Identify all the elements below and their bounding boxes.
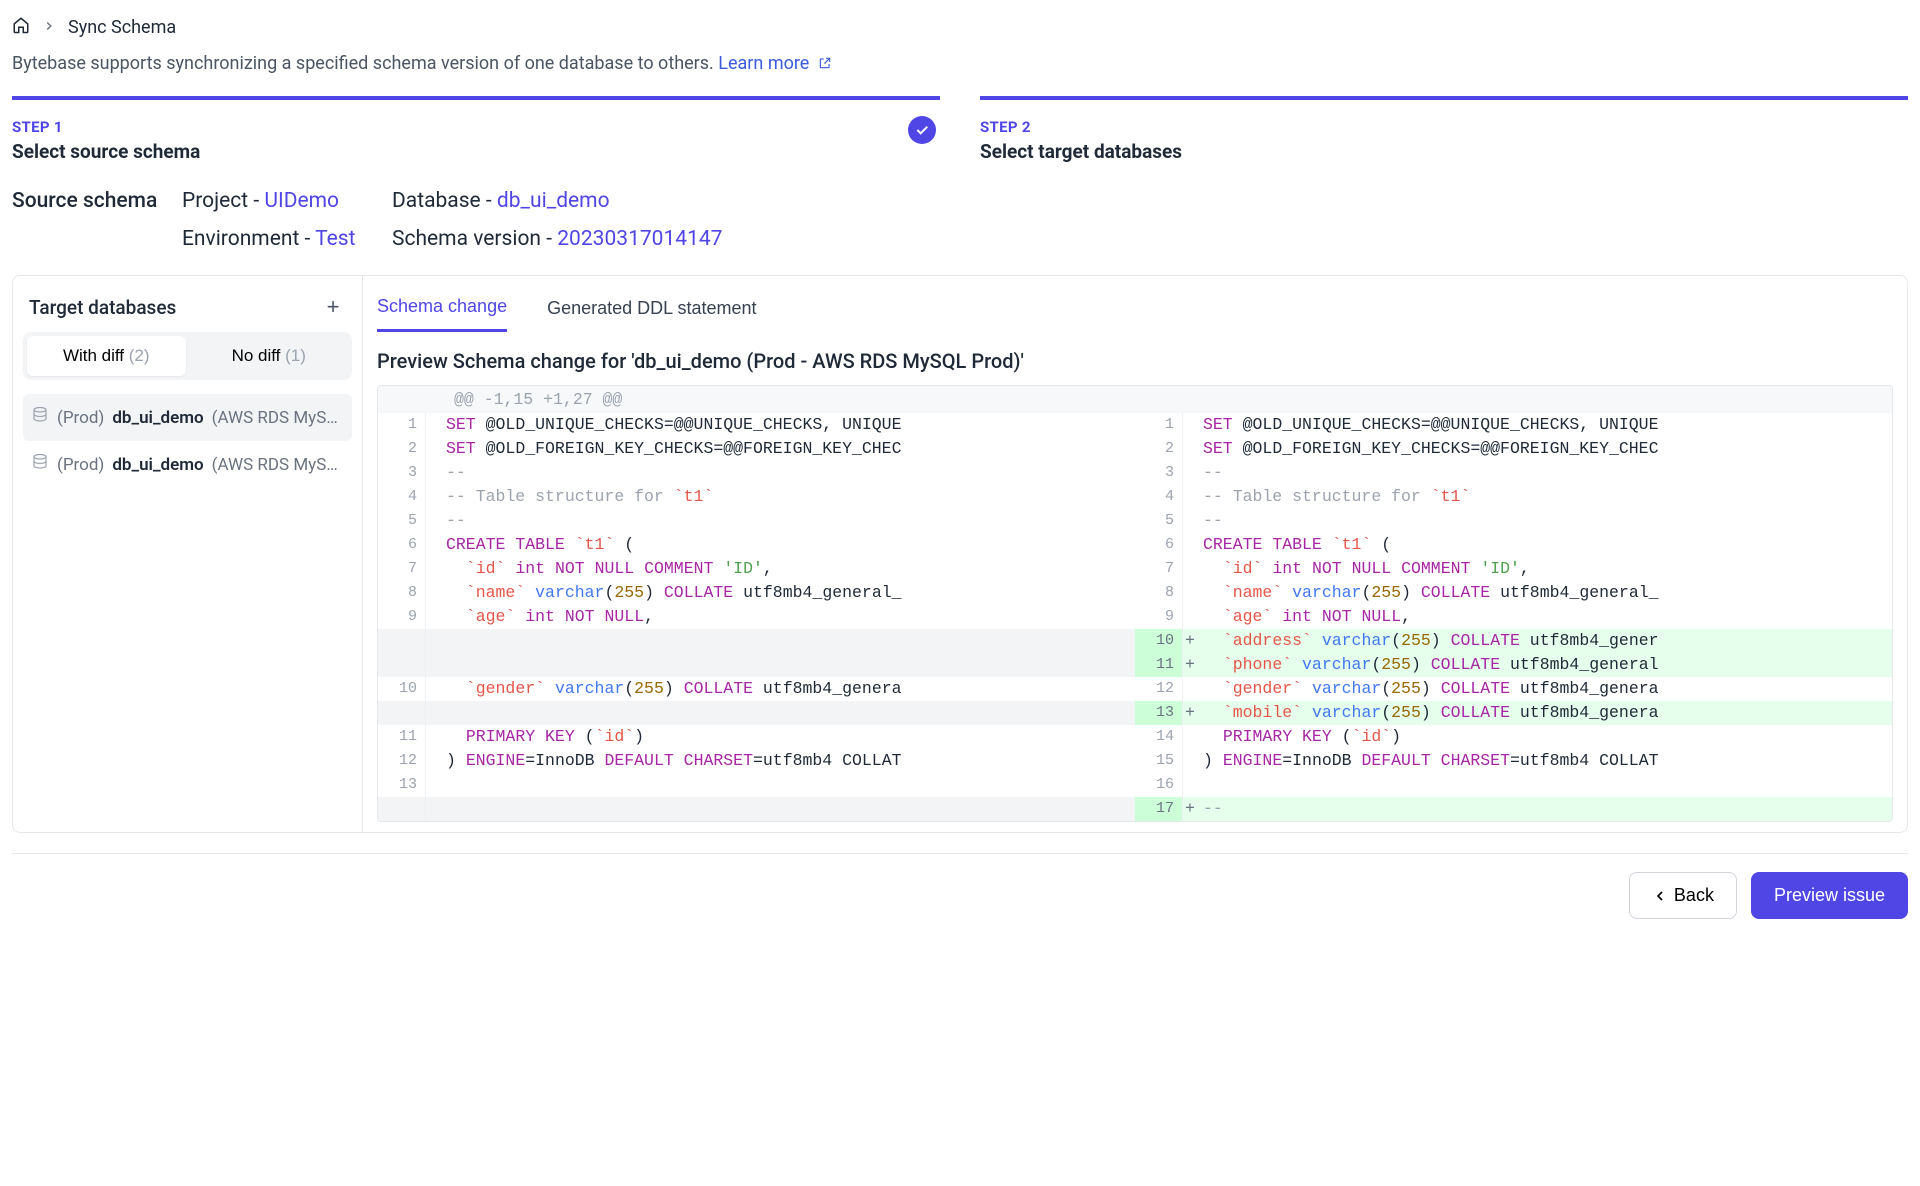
target-db-item[interactable]: (Prod) db_ui_demo (AWS RDS MyS… bbox=[23, 441, 352, 488]
breadcrumb-current: Sync Schema bbox=[68, 17, 176, 38]
diff-line bbox=[378, 653, 1135, 677]
diff-line: 13+ `mobile` varchar(255) COLLATE utf8mb… bbox=[1135, 701, 1892, 725]
diff-line: 4-- Table structure for `t1` bbox=[378, 485, 1135, 509]
diff-line: 9 `age` int NOT NULL, bbox=[1135, 605, 1892, 629]
home-icon[interactable] bbox=[12, 16, 30, 39]
schema-version-field: Schema version - 20230317014147 bbox=[392, 227, 1908, 251]
diff-line: 11 PRIMARY KEY (`id`) bbox=[378, 725, 1135, 749]
diff-line: 4-- Table structure for `t1` bbox=[1135, 485, 1892, 509]
step-2-title: Select target databases bbox=[980, 140, 1908, 163]
step-1-title: Select source schema bbox=[12, 140, 940, 163]
source-schema-summary: Source schema Project - UIDemo Database … bbox=[12, 183, 1908, 275]
diff-line bbox=[378, 797, 1135, 821]
tab-schema-change[interactable]: Schema change bbox=[377, 290, 507, 332]
diff-line: 6CREATE TABLE `t1` ( bbox=[378, 533, 1135, 557]
database-link[interactable]: db_ui_demo bbox=[497, 189, 610, 213]
chevron-right-icon bbox=[42, 17, 56, 38]
tabs: Schema change Generated DDL statement bbox=[377, 290, 1893, 333]
project-field: Project - UIDemo bbox=[182, 189, 392, 213]
chevron-left-icon bbox=[1652, 888, 1668, 904]
diff-line bbox=[378, 629, 1135, 653]
diff-line: 11+ `phone` varchar(255) COLLATE utf8mb4… bbox=[1135, 653, 1892, 677]
preview-issue-button[interactable]: Preview issue bbox=[1751, 872, 1908, 919]
environment-link[interactable]: Test bbox=[315, 227, 355, 251]
sidebar-title: Target databases bbox=[29, 296, 176, 319]
database-icon bbox=[31, 453, 49, 476]
database-field: Database - db_ui_demo bbox=[392, 189, 1908, 213]
learn-more-link[interactable]: Learn more bbox=[718, 53, 832, 74]
database-icon bbox=[31, 406, 49, 429]
diff-line: 9 `age` int NOT NULL, bbox=[378, 605, 1135, 629]
no-diff-toggle[interactable]: No diff (1) bbox=[190, 336, 349, 376]
diff-left-column: 1SET @OLD_UNIQUE_CHECKS=@@UNIQUE_CHECKS,… bbox=[378, 413, 1135, 821]
diff-line: 12) ENGINE=InnoDB DEFAULT CHARSET=utf8mb… bbox=[378, 749, 1135, 773]
step-1-label: STEP 1 bbox=[12, 118, 940, 136]
environment-field: Environment - Test bbox=[182, 227, 392, 251]
step-1[interactable]: STEP 1 Select source schema bbox=[12, 96, 940, 183]
step-2-label: STEP 2 bbox=[980, 118, 1908, 136]
diff-line: 12 `gender` varchar(255) COLLATE utf8mb4… bbox=[1135, 677, 1892, 701]
diff-line: 1SET @OLD_UNIQUE_CHECKS=@@UNIQUE_CHECKS,… bbox=[378, 413, 1135, 437]
diff-line: 14 PRIMARY KEY (`id`) bbox=[1135, 725, 1892, 749]
diff-line: 8 `name` varchar(255) COLLATE utf8mb4_ge… bbox=[378, 581, 1135, 605]
diff-line: 3-- bbox=[1135, 461, 1892, 485]
diff-line: 6CREATE TABLE `t1` ( bbox=[1135, 533, 1892, 557]
source-schema-heading: Source schema bbox=[12, 189, 182, 213]
diff-line: 15) ENGINE=InnoDB DEFAULT CHARSET=utf8mb… bbox=[1135, 749, 1892, 773]
add-target-button[interactable]: + bbox=[320, 294, 346, 320]
tab-generated-ddl[interactable]: Generated DDL statement bbox=[547, 290, 756, 332]
step-2[interactable]: STEP 2 Select target databases bbox=[980, 96, 1908, 183]
diff-line: 2SET @OLD_FOREIGN_KEY_CHECKS=@@FOREIGN_K… bbox=[1135, 437, 1892, 461]
diff-line: 5-- bbox=[1135, 509, 1892, 533]
diff-line: 16 bbox=[1135, 773, 1892, 797]
diff-line: 8 `name` varchar(255) COLLATE utf8mb4_ge… bbox=[1135, 581, 1892, 605]
schema-version-link[interactable]: 20230317014147 bbox=[557, 227, 722, 251]
diff-line: 17+-- bbox=[1135, 797, 1892, 821]
breadcrumb: Sync Schema bbox=[12, 12, 1908, 47]
footer-actions: Back Preview issue bbox=[12, 853, 1908, 937]
project-link[interactable]: UIDemo bbox=[264, 189, 339, 213]
back-button[interactable]: Back bbox=[1629, 872, 1737, 919]
external-link-icon bbox=[814, 53, 832, 74]
page-description: Bytebase supports synchronizing a specif… bbox=[12, 47, 1908, 96]
with-diff-toggle[interactable]: With diff (2) bbox=[27, 336, 186, 376]
diff-line: 3-- bbox=[378, 461, 1135, 485]
diff-line: 1SET @OLD_UNIQUE_CHECKS=@@UNIQUE_CHECKS,… bbox=[1135, 413, 1892, 437]
description-text: Bytebase supports synchronizing a specif… bbox=[12, 53, 714, 74]
diff-viewer: @@ -1,15 +1,27 @@ 1SET @OLD_UNIQUE_CHECK… bbox=[377, 385, 1893, 822]
diff-line: 10+ `address` varchar(255) COLLATE utf8m… bbox=[1135, 629, 1892, 653]
diff-line: 7 `id` int NOT NULL COMMENT 'ID', bbox=[378, 557, 1135, 581]
diff-line: 7 `id` int NOT NULL COMMENT 'ID', bbox=[1135, 557, 1892, 581]
target-databases-sidebar: Target databases + With diff (2) No diff… bbox=[13, 276, 363, 832]
diff-hunk-header: @@ -1,15 +1,27 @@ bbox=[378, 386, 1892, 413]
diff-filter-toggle: With diff (2) No diff (1) bbox=[23, 332, 352, 380]
step-complete-icon bbox=[908, 116, 936, 144]
preview-title: Preview Schema change for 'db_ui_demo (P… bbox=[377, 349, 1893, 373]
target-db-item[interactable]: (Prod) db_ui_demo (AWS RDS MyS… bbox=[23, 394, 352, 441]
diff-line: 5-- bbox=[378, 509, 1135, 533]
diff-line bbox=[378, 701, 1135, 725]
diff-line: 2SET @OLD_FOREIGN_KEY_CHECKS=@@FOREIGN_K… bbox=[378, 437, 1135, 461]
diff-line: 13 bbox=[378, 773, 1135, 797]
diff-line: 10 `gender` varchar(255) COLLATE utf8mb4… bbox=[378, 677, 1135, 701]
diff-right-column: 1SET @OLD_UNIQUE_CHECKS=@@UNIQUE_CHECKS,… bbox=[1135, 413, 1892, 821]
